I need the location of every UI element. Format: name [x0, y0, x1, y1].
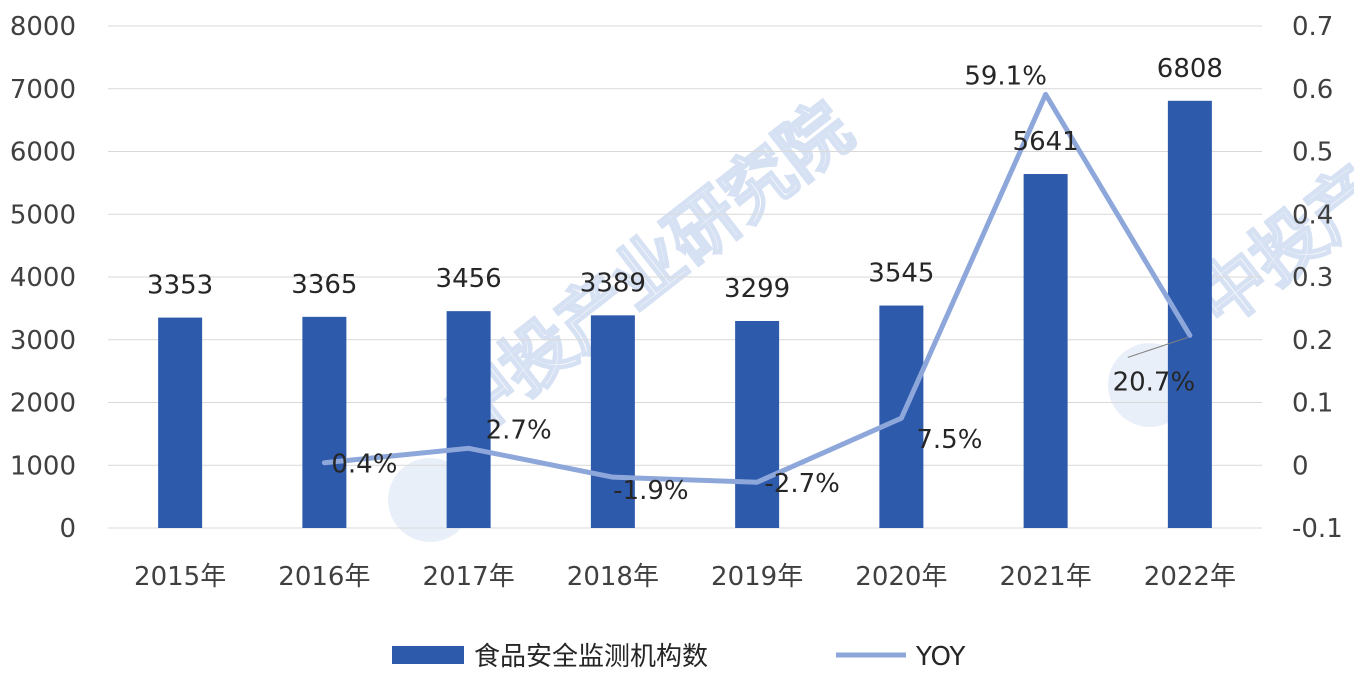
right-tick-label: 0.1: [1292, 389, 1333, 419]
x-tick-label: 2018年: [567, 562, 659, 592]
gridlines: [108, 25, 1262, 529]
legend-line-label: YOY: [915, 642, 966, 672]
bar: [302, 316, 347, 528]
data-labels: 3353 3365 3456 3389 3299 3545 5641 6808 0.4% 2.7%…: [147, 54, 1223, 506]
bar-value-label: 3545: [868, 259, 934, 289]
right-tick-label: 0.4: [1292, 200, 1333, 230]
bar: [735, 320, 780, 528]
right-y-axis: -0.1 0 0.1 0.2 0.3 0.4 0.5 0.6 0.7: [1292, 12, 1343, 544]
left-tick-label: 1000: [10, 451, 76, 481]
x-tick-label: 2017年: [423, 562, 515, 592]
x-tick-label: 2021年: [1000, 562, 1092, 592]
bar-value-label: 5641: [1013, 127, 1079, 157]
left-tick-label: 0: [59, 514, 76, 544]
left-tick-label: 5000: [10, 200, 76, 230]
right-tick-label: 0.7: [1292, 12, 1333, 42]
bar: [158, 317, 203, 528]
legend-bar-label: 食品安全监测机构数: [474, 642, 708, 672]
bar-series: [158, 100, 1212, 528]
x-tick-label: 2019年: [711, 562, 803, 592]
yoy-line: [321, 91, 1193, 485]
yoy-value-label: 0.4%: [331, 450, 397, 480]
right-tick-label: 0.2: [1292, 326, 1333, 356]
bar-value-label: 3365: [291, 270, 357, 300]
x-axis: 2015年 2016年 2017年 2018年 2019年 2020年 2021年 2022年: [134, 562, 1236, 592]
yoy-value-label: -1.9%: [613, 476, 688, 506]
yoy-value-label: 20.7%: [1113, 367, 1196, 397]
left-tick-label: 6000: [10, 138, 76, 168]
bar: [446, 311, 491, 528]
right-tick-label: 0: [1292, 451, 1309, 481]
bar-value-label: 3456: [436, 264, 502, 294]
bar: [590, 315, 635, 528]
line-series: [321, 91, 1193, 485]
x-tick-label: 2015年: [134, 562, 226, 592]
right-tick-label: -0.1: [1292, 514, 1343, 544]
right-tick-label: 0.6: [1292, 75, 1333, 105]
bar-value-label: 3353: [147, 271, 213, 301]
yoy-value-label: 2.7%: [486, 415, 552, 445]
yoy-value-label: 7.5%: [916, 425, 982, 455]
legend-bar-swatch: [392, 646, 464, 664]
x-tick-label: 2016年: [278, 562, 370, 592]
bar: [1023, 174, 1068, 528]
left-tick-label: 2000: [10, 389, 76, 419]
yoy-value-label: -2.7%: [764, 469, 839, 499]
bar-value-label: 6808: [1157, 54, 1223, 84]
bar-value-label: 3389: [580, 268, 646, 298]
yoy-value-label: 59.1%: [964, 61, 1047, 91]
x-tick-label: 2020年: [855, 562, 947, 592]
bar-value-label: 3299: [724, 274, 790, 304]
right-tick-label: 0.3: [1292, 263, 1333, 293]
left-tick-label: 3000: [10, 326, 76, 356]
x-tick-label: 2022年: [1144, 562, 1236, 592]
left-tick-label: 4000: [10, 263, 76, 293]
left-y-axis: 0 1000 2000 3000 4000 5000 6000 7000 8000: [10, 12, 76, 544]
legend: 食品安全监测机构数 YOY: [392, 642, 966, 672]
right-tick-label: 0.5: [1292, 138, 1333, 168]
yoy-leader-line: [1127, 336, 1189, 358]
left-tick-label: 8000: [10, 12, 76, 42]
left-tick-label: 7000: [10, 75, 76, 105]
